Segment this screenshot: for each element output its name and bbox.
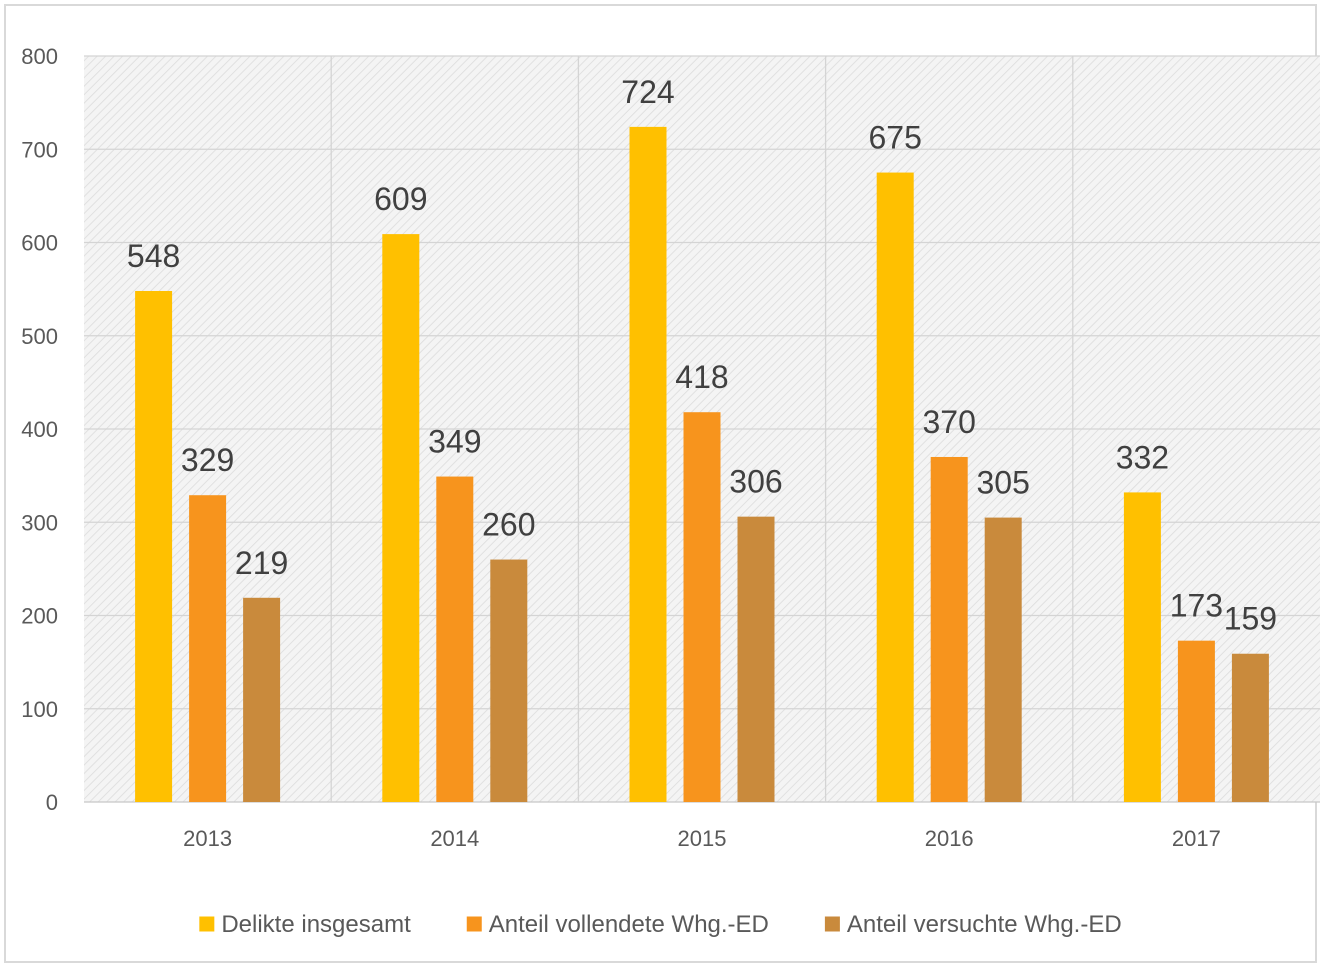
y-tick-label: 100: [21, 697, 58, 722]
data-label: 609: [374, 181, 427, 217]
bar: [1123, 492, 1161, 802]
y-tick-label: 300: [21, 510, 58, 535]
legend: Delikte insgesamt Anteil vollendete Whg.-…: [199, 911, 1122, 938]
data-label: 306: [729, 464, 782, 500]
bar: [1231, 653, 1269, 802]
data-label: 219: [235, 545, 288, 581]
bar: [243, 597, 281, 802]
data-label: 159: [1224, 601, 1277, 637]
legend-swatch: [199, 916, 215, 932]
bar: [737, 516, 775, 802]
x-tick-label: 2015: [678, 826, 727, 851]
bar: [189, 495, 227, 802]
bar: [876, 172, 914, 802]
y-tick-label: 400: [21, 417, 58, 442]
legend-label: Delikte insgesamt: [221, 911, 411, 938]
bar: [135, 290, 173, 802]
data-label: 548: [127, 238, 180, 274]
bar: [629, 126, 667, 803]
bar: [382, 234, 420, 803]
data-label: 332: [1116, 439, 1169, 475]
bar: [436, 476, 474, 802]
data-label: 724: [621, 74, 674, 110]
x-tick-label: 2014: [430, 826, 479, 851]
data-label: 370: [923, 404, 976, 440]
legend-label: Anteil vollendete Whg.-ED: [489, 911, 769, 938]
data-label: 329: [181, 442, 234, 478]
data-label: 173: [1170, 588, 1223, 624]
x-tick-label: 2017: [1172, 826, 1221, 851]
x-axis: 2013 2014 2015 2016 2017: [183, 826, 1221, 851]
bar: [490, 559, 528, 802]
bar: [930, 456, 968, 802]
y-tick-label: 800: [21, 44, 58, 69]
data-label: 675: [869, 120, 922, 156]
data-label: 305: [977, 465, 1030, 501]
bar: [683, 412, 721, 802]
bar: [984, 517, 1022, 802]
x-tick-label: 2016: [925, 826, 974, 851]
data-label: 349: [428, 424, 481, 460]
y-tick-label: 200: [21, 604, 58, 629]
bars: [135, 126, 1269, 803]
data-label: 418: [675, 359, 728, 395]
y-tick-label: 700: [21, 137, 58, 162]
y-tick-label: 600: [21, 231, 58, 256]
data-label: 260: [482, 507, 535, 543]
legend-swatch: [824, 916, 840, 932]
y-tick-label: 500: [21, 324, 58, 349]
legend-swatch: [466, 916, 482, 932]
x-tick-label: 2013: [183, 826, 232, 851]
bar: [1177, 640, 1215, 802]
legend-label: Anteil versuchte Whg.-ED: [847, 911, 1122, 938]
y-tick-label: 0: [46, 790, 58, 815]
y-axis: 0 100 200 300 400 500 600 700 800: [21, 44, 58, 815]
